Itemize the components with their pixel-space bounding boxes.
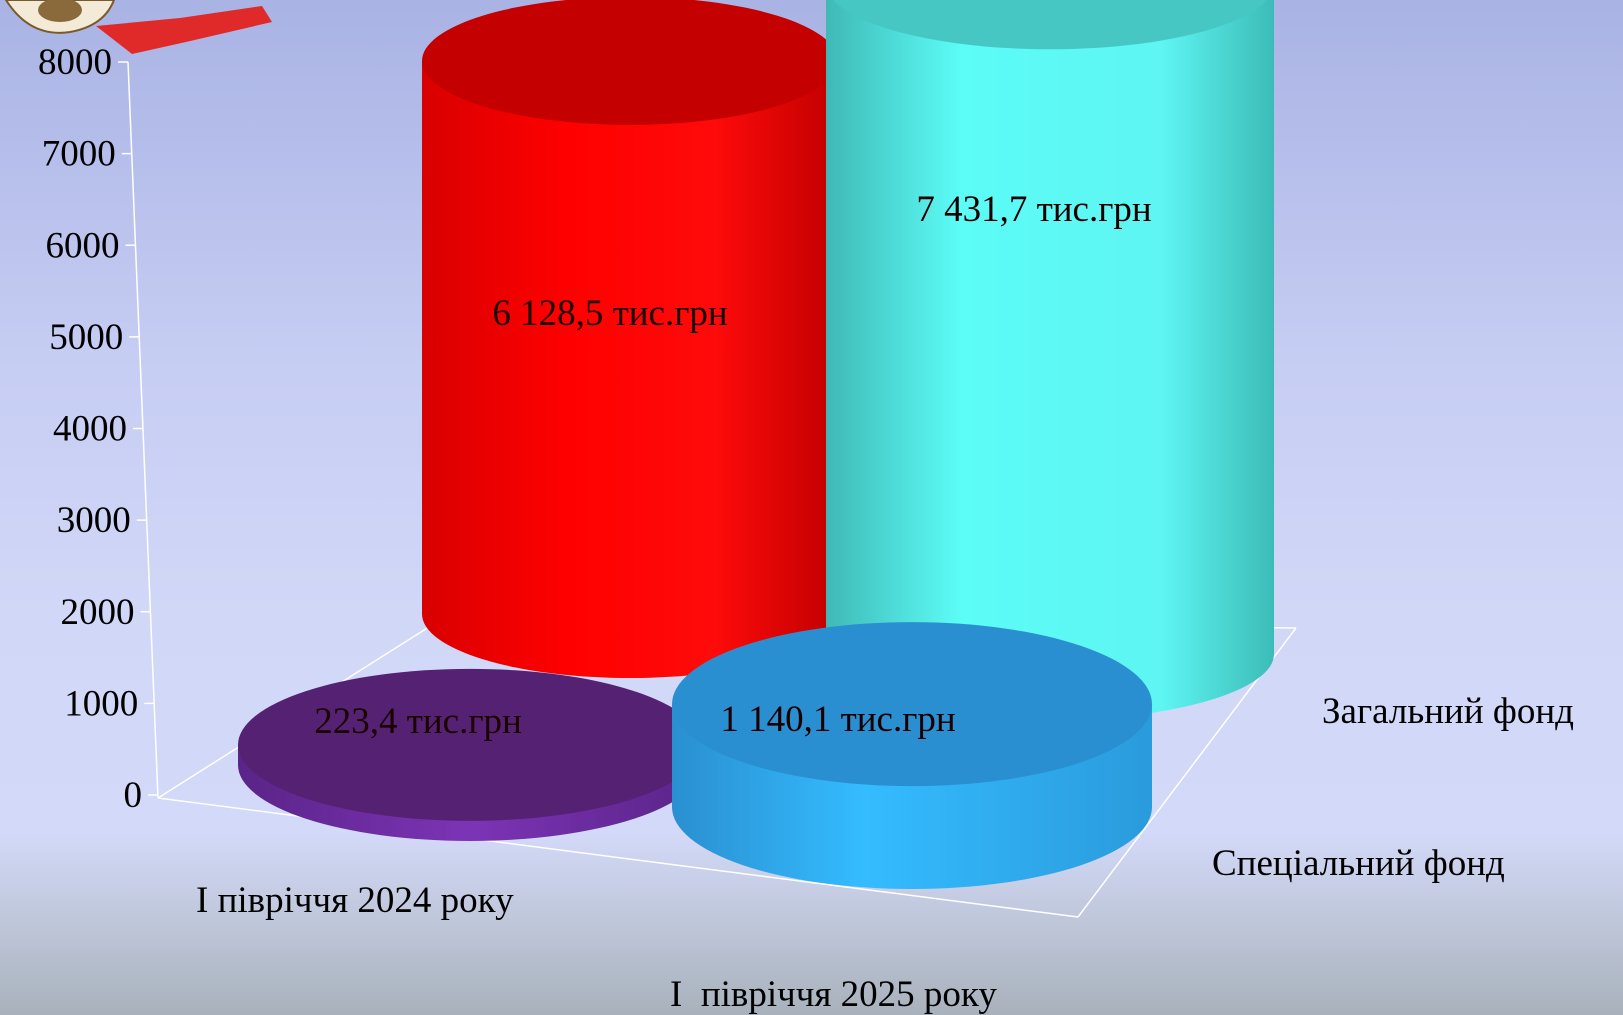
cylinder-special-0 xyxy=(238,668,702,841)
y-tick-label: 1000 xyxy=(64,683,138,724)
data-label: 1 140,1 тис.грн xyxy=(720,699,955,740)
cylinder-body xyxy=(826,0,1274,720)
y-axis: 0 1000 2000 3000 4000 5000 6000 7000 8000 xyxy=(38,42,158,816)
cylinder-general-1 xyxy=(826,0,1274,720)
y-tick-label: 0 xyxy=(124,775,143,816)
cylinder-body xyxy=(422,60,838,678)
cylinder-top xyxy=(833,0,1267,50)
cylinder-special-1 xyxy=(672,622,1152,889)
cylinder-general-0 xyxy=(422,0,838,678)
cylinders xyxy=(238,0,1274,889)
y-tick-label: 3000 xyxy=(57,500,131,541)
data-label: 223,4 тис.грн xyxy=(314,701,522,742)
cylinder-top xyxy=(422,0,838,125)
cylinder-top xyxy=(238,668,702,821)
series-label-special-fund: Спеціальний фонд xyxy=(1212,843,1505,884)
data-label: 7 431,7 тис.грн xyxy=(916,189,1151,230)
y-tick-label: 2000 xyxy=(61,592,135,633)
logo-fragment xyxy=(4,0,272,54)
data-labels: 6 128,5 тис.грн 7 431,7 тис.грн 223,4 тис.… xyxy=(314,189,1152,742)
data-label: 6 128,5 тис.грн xyxy=(492,293,727,334)
category-label-2024: І півріччя 2024 року xyxy=(196,880,514,921)
y-tick-label: 8000 xyxy=(38,42,112,83)
cylinder-top xyxy=(672,622,1152,787)
y-tick-label: 7000 xyxy=(42,134,116,175)
series-label-general-fund: Загальний фонд xyxy=(1322,691,1574,732)
y-tick-label: 6000 xyxy=(46,225,120,266)
category-label-2025: І півріччя 2025 року xyxy=(670,974,997,1015)
y-tick-label: 5000 xyxy=(49,317,123,358)
y-tick-label: 4000 xyxy=(53,409,127,450)
